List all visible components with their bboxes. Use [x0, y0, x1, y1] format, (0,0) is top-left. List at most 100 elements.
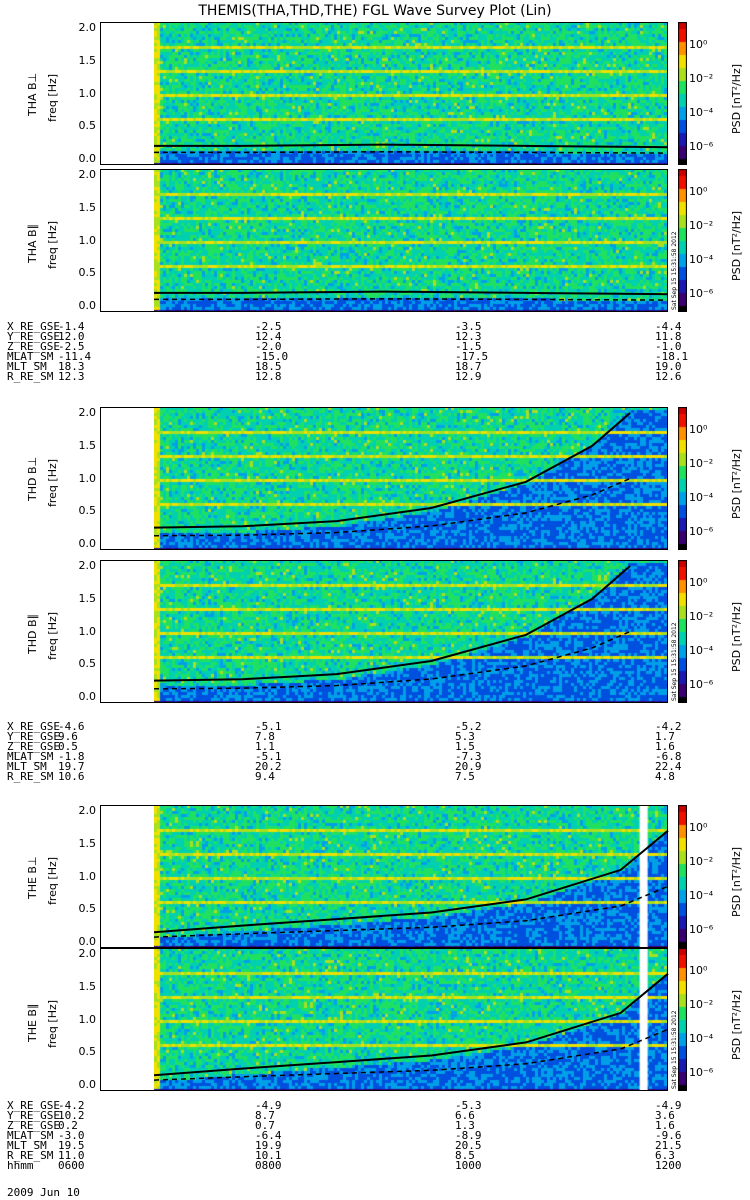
colorbar-tick-label: 10⁻⁴ — [689, 106, 714, 119]
ephemeris-value: -11.4 — [58, 350, 92, 363]
ephemeris-value: 20.9 — [455, 760, 482, 773]
gyrofrequency-line — [153, 565, 631, 682]
ephemeris-row: X_RE_GSE -1.4 -2.5 -3.5 -4.4 — [0, 320, 740, 333]
y-tick-label: 0.0 — [78, 537, 97, 550]
ephemeris-name: MLAT_SM — [7, 350, 54, 363]
ephemeris-value: -9.6 — [655, 1129, 682, 1142]
ephemeris-value: -3.5 — [455, 320, 482, 333]
y-tick-label: 1.5 — [78, 591, 97, 605]
ephemeris-value: 20.2 — [255, 760, 282, 773]
plot-timestamp: Sat Sep 15 15:31:58 2012 — [671, 622, 678, 701]
ephemeris-value: 11.0 — [58, 1149, 85, 1162]
curve-overlay-4 — [153, 829, 669, 938]
y-tick-label: 1.5 — [78, 979, 97, 993]
colorbar-tick-label: 10⁻⁶ — [689, 140, 714, 153]
y-tick-label: 0.5 — [78, 504, 97, 518]
ephemeris-value: -4.2 — [655, 720, 682, 733]
ephemeris-value: 9.6 — [58, 730, 78, 743]
ephemeris-value: -6.4 — [255, 1129, 282, 1142]
ephemeris-name: MLT_SM — [7, 1139, 47, 1152]
ephemeris-name: hhmm — [7, 1159, 34, 1172]
ephemeris-value: -2.5 — [255, 320, 282, 333]
spectrogram-the-5 — [153, 948, 668, 1091]
curve-overlay-5 — [153, 972, 669, 1081]
colorbar-tick-label: 10⁰ — [689, 964, 708, 977]
ephemeris-value: 12.9 — [455, 370, 482, 383]
y-tick-label: 1.0 — [78, 869, 97, 883]
y-tick-label: 1.5 — [78, 53, 97, 67]
colorbar-tick-label: 10⁻⁶ — [689, 287, 714, 300]
panel-frame-5 — [100, 948, 668, 1091]
gyrofrequency-line — [153, 412, 631, 529]
ephemeris-value: -8.9 — [455, 1129, 482, 1142]
y-tick-label: 0.5 — [78, 119, 97, 133]
ephemeris-value: -5.1 — [255, 720, 282, 733]
ephemeris-row: R_RE_SM 11.0 10.1 8.5 6.3 — [0, 1149, 740, 1162]
component-label: THA B∥ — [26, 223, 39, 263]
spectrogram-tha-0 — [153, 22, 668, 165]
colorbar-label: PSD [nT²/Hz] — [730, 601, 743, 672]
ephemeris-value: -4.4 — [655, 320, 682, 333]
colorbar-4 — [678, 805, 687, 948]
ephemeris-row: X_RE_GSE -4.2 -4.9 -5.3 -4.9 — [0, 1099, 740, 1112]
ephemeris-value: -1.4 — [58, 320, 85, 333]
y-tick-label: 1.5 — [78, 200, 97, 214]
colorbar-tick-label: 10⁻² — [689, 855, 714, 868]
colorbar-tick-label: 10⁰ — [689, 821, 708, 834]
colorbar-tick-label: 10⁻⁴ — [689, 491, 714, 504]
ephemeris-value: 1.1 — [255, 740, 275, 753]
ephemeris-row: Y_RE_GSE 12.0 12.4 12.3 11.8 — [0, 330, 740, 343]
ephemeris-name: X_RE_GSE — [7, 320, 60, 333]
ephemeris-value: -4.2 — [58, 1099, 85, 1112]
ephemeris-value: 8.7 — [255, 1109, 275, 1122]
panel-frame-3 — [100, 560, 668, 703]
ephemeris-value: 18.7 — [455, 360, 482, 373]
colorbar-tick-label: 10⁰ — [689, 423, 708, 436]
colorbar-tick-label: 10⁻⁶ — [689, 678, 714, 691]
ephemeris-value: 0800 — [255, 1159, 282, 1172]
colorbar-tick-label: 10⁻² — [689, 457, 714, 470]
y-tick-label: 0.5 — [78, 1045, 97, 1059]
ephemeris-value: -1.8 — [58, 750, 85, 763]
ephemeris-value: -6.8 — [655, 750, 682, 763]
ephemeris-row: Y_RE_GSE 10.2 8.7 6.6 3.6 — [0, 1109, 740, 1122]
ephemeris-value: 0.5 — [58, 740, 78, 753]
ephemeris-row: X_RE_GSE -4.6 -5.1 -5.2 -4.2 — [0, 720, 740, 733]
colorbar-tick-label: 10⁰ — [689, 185, 708, 198]
ephemeris-row: Z_RE_GSE -2.5 -2.0 -1.5 -1.0 — [0, 341, 740, 352]
spectrogram-the-4 — [153, 805, 668, 948]
panel-frame-4 — [100, 805, 668, 948]
y-tick-label: 2.0 — [78, 947, 97, 960]
ephemeris-name: Y_RE_GSE — [7, 1109, 60, 1122]
ephemeris-value: 1.3 — [455, 1119, 475, 1132]
y-tick-label: 1.5 — [78, 836, 97, 850]
colorbar-tick-label: 10⁰ — [689, 38, 708, 51]
ephemeris-value: 12.4 — [255, 330, 282, 343]
ephemeris-value: 4.8 — [655, 770, 675, 783]
y-tick-label: 2.0 — [78, 168, 97, 181]
ephemeris-value: 1.6 — [655, 1119, 675, 1132]
ephemeris-value: 19.7 — [58, 760, 85, 773]
gyrofrequency-line — [153, 972, 669, 1077]
y-tick-label: 2.0 — [78, 559, 97, 572]
ephemeris-value: -4.9 — [655, 1099, 682, 1112]
y-tick-label: 1.0 — [78, 233, 97, 247]
ephemeris-value: 19.5 — [58, 1139, 85, 1152]
ephemeris-name: MLAT_SM — [7, 1129, 54, 1142]
colorbar-tick-label: 10⁻² — [689, 610, 714, 623]
ephemeris-value: 12.3 — [455, 330, 482, 343]
component-label: THE B⊥ — [26, 855, 39, 899]
ephemeris-value: 11.8 — [655, 330, 682, 343]
ephemeris-row: MLT_SM 18.3 18.5 18.7 19.0 — [0, 360, 740, 373]
ephemeris-value: 6.3 — [655, 1149, 675, 1162]
ephemeris-value: 0600 — [58, 1159, 85, 1172]
ephemeris-value: -4.9 — [255, 1099, 282, 1112]
ephemeris-value: 10.2 — [58, 1109, 85, 1122]
ephemeris-value: 19.0 — [655, 360, 682, 373]
ephemeris-value: 22.4 — [655, 760, 682, 773]
colorbar-label: PSD [nT²/Hz] — [730, 846, 743, 917]
ephemeris-value: -15.0 — [255, 350, 289, 363]
colorbar-label: PSD [nT²/Hz] — [730, 63, 743, 134]
ephemeris-value: 1.6 — [655, 740, 675, 753]
half-gyrofrequency-line — [153, 1028, 669, 1081]
